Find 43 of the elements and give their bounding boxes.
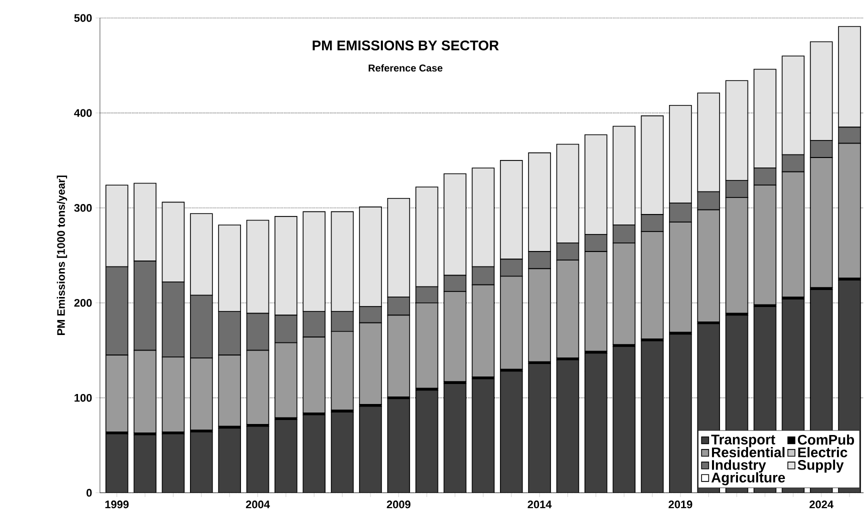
bar <box>162 434 185 493</box>
y-tick-label: 500 <box>74 14 92 22</box>
bar <box>584 352 608 493</box>
bar <box>218 428 241 493</box>
bar <box>359 406 382 493</box>
bar <box>302 414 326 493</box>
x-tick-label: 2009 <box>386 500 410 508</box>
bar <box>640 340 664 493</box>
y-tick-label: 0 <box>86 489 92 497</box>
bar <box>134 434 156 493</box>
bar <box>274 419 298 493</box>
y-tick-label: 100 <box>74 394 92 402</box>
bar <box>105 434 128 493</box>
y-axis-title: PM Emissions [1000 tons/year] <box>56 176 68 336</box>
legend-label: Residential <box>712 447 784 458</box>
x-tick-label: 2014 <box>528 500 552 508</box>
text: PM EMISSIONS BY SECTOR <box>312 40 499 50</box>
legend-label: Supply <box>798 460 844 473</box>
bar <box>669 334 692 493</box>
bar <box>528 363 551 493</box>
x-tick-label: 1999 <box>105 500 129 508</box>
bar <box>472 378 495 493</box>
bar <box>415 390 438 493</box>
bar <box>387 398 410 493</box>
legend-label: Electric <box>798 447 848 458</box>
x-tick-label: 2004 <box>246 500 270 508</box>
y-tick-label: 300 <box>74 204 92 212</box>
text: Reference Case <box>368 64 442 72</box>
bar <box>500 370 523 493</box>
y-tick-label: 400 <box>74 109 92 117</box>
x-tick-label: 2024 <box>810 500 834 508</box>
bar <box>190 432 213 493</box>
y-tick-label: 200 <box>74 299 92 307</box>
bar <box>612 346 636 493</box>
legend-label: Transport <box>711 434 776 448</box>
bar <box>330 412 354 493</box>
bar <box>246 426 270 493</box>
legend-label: Agriculture <box>711 472 785 486</box>
bar <box>444 383 466 493</box>
x-tick-label: 2019 <box>668 500 692 508</box>
bar <box>556 360 580 493</box>
legend-label: Industry <box>712 460 766 473</box>
legend-label: ComPub <box>798 434 854 445</box>
